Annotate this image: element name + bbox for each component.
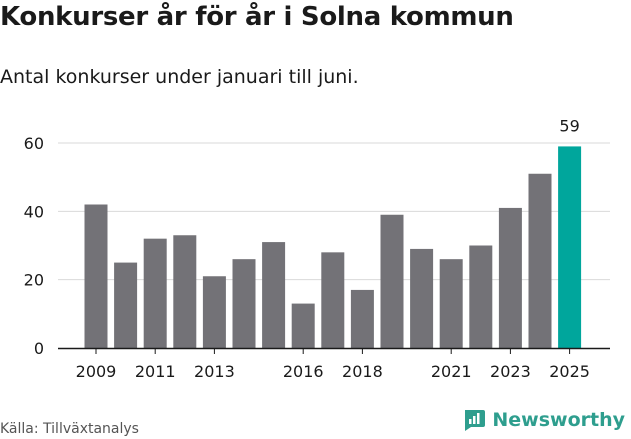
chart-subtitle: Antal konkurser under januari till juni. bbox=[0, 66, 359, 88]
x-tick-label: 2023 bbox=[490, 362, 531, 381]
bar bbox=[558, 146, 582, 348]
x-tick-label: 2025 bbox=[549, 362, 590, 381]
bar bbox=[469, 245, 493, 348]
x-tick-label: 2021 bbox=[431, 362, 472, 381]
bar bbox=[291, 303, 315, 348]
bar bbox=[380, 214, 404, 348]
y-tick-label: 40 bbox=[24, 202, 44, 221]
x-tick-label: 2009 bbox=[76, 362, 117, 381]
x-tick-label: 2011 bbox=[135, 362, 176, 381]
bar bbox=[143, 238, 167, 348]
y-tick-label: 20 bbox=[24, 271, 44, 290]
x-tick-label: 2013 bbox=[194, 362, 235, 381]
bar bbox=[410, 248, 434, 348]
brand-logo: Newsworthy bbox=[462, 408, 625, 432]
bar bbox=[439, 259, 463, 348]
bar bbox=[232, 259, 256, 348]
bar-chart: 0 20 40 60 2009 2011 2013 2016 2018 2021 2023 2025 5… bbox=[24, 116, 610, 381]
newsworthy-logo-icon bbox=[465, 410, 486, 431]
brand-name: Newsworthy bbox=[492, 409, 625, 431]
bar bbox=[84, 204, 108, 348]
bar bbox=[350, 289, 374, 348]
y-tick-label: 0 bbox=[34, 339, 44, 358]
bar bbox=[173, 235, 197, 348]
bar bbox=[262, 242, 286, 348]
x-tick-label: 2018 bbox=[342, 362, 383, 381]
bar bbox=[321, 252, 345, 348]
source-note: Källa: Tillväxtanalys bbox=[0, 421, 139, 437]
chart-title: Konkurser år för år i Solna kommun bbox=[0, 2, 514, 32]
data-label: 59 bbox=[559, 116, 579, 135]
bar bbox=[498, 207, 522, 348]
bar bbox=[202, 276, 226, 348]
x-tick-label: 2016 bbox=[283, 362, 324, 381]
bar bbox=[528, 173, 552, 348]
bar bbox=[114, 262, 138, 348]
y-tick-label: 60 bbox=[24, 134, 44, 153]
